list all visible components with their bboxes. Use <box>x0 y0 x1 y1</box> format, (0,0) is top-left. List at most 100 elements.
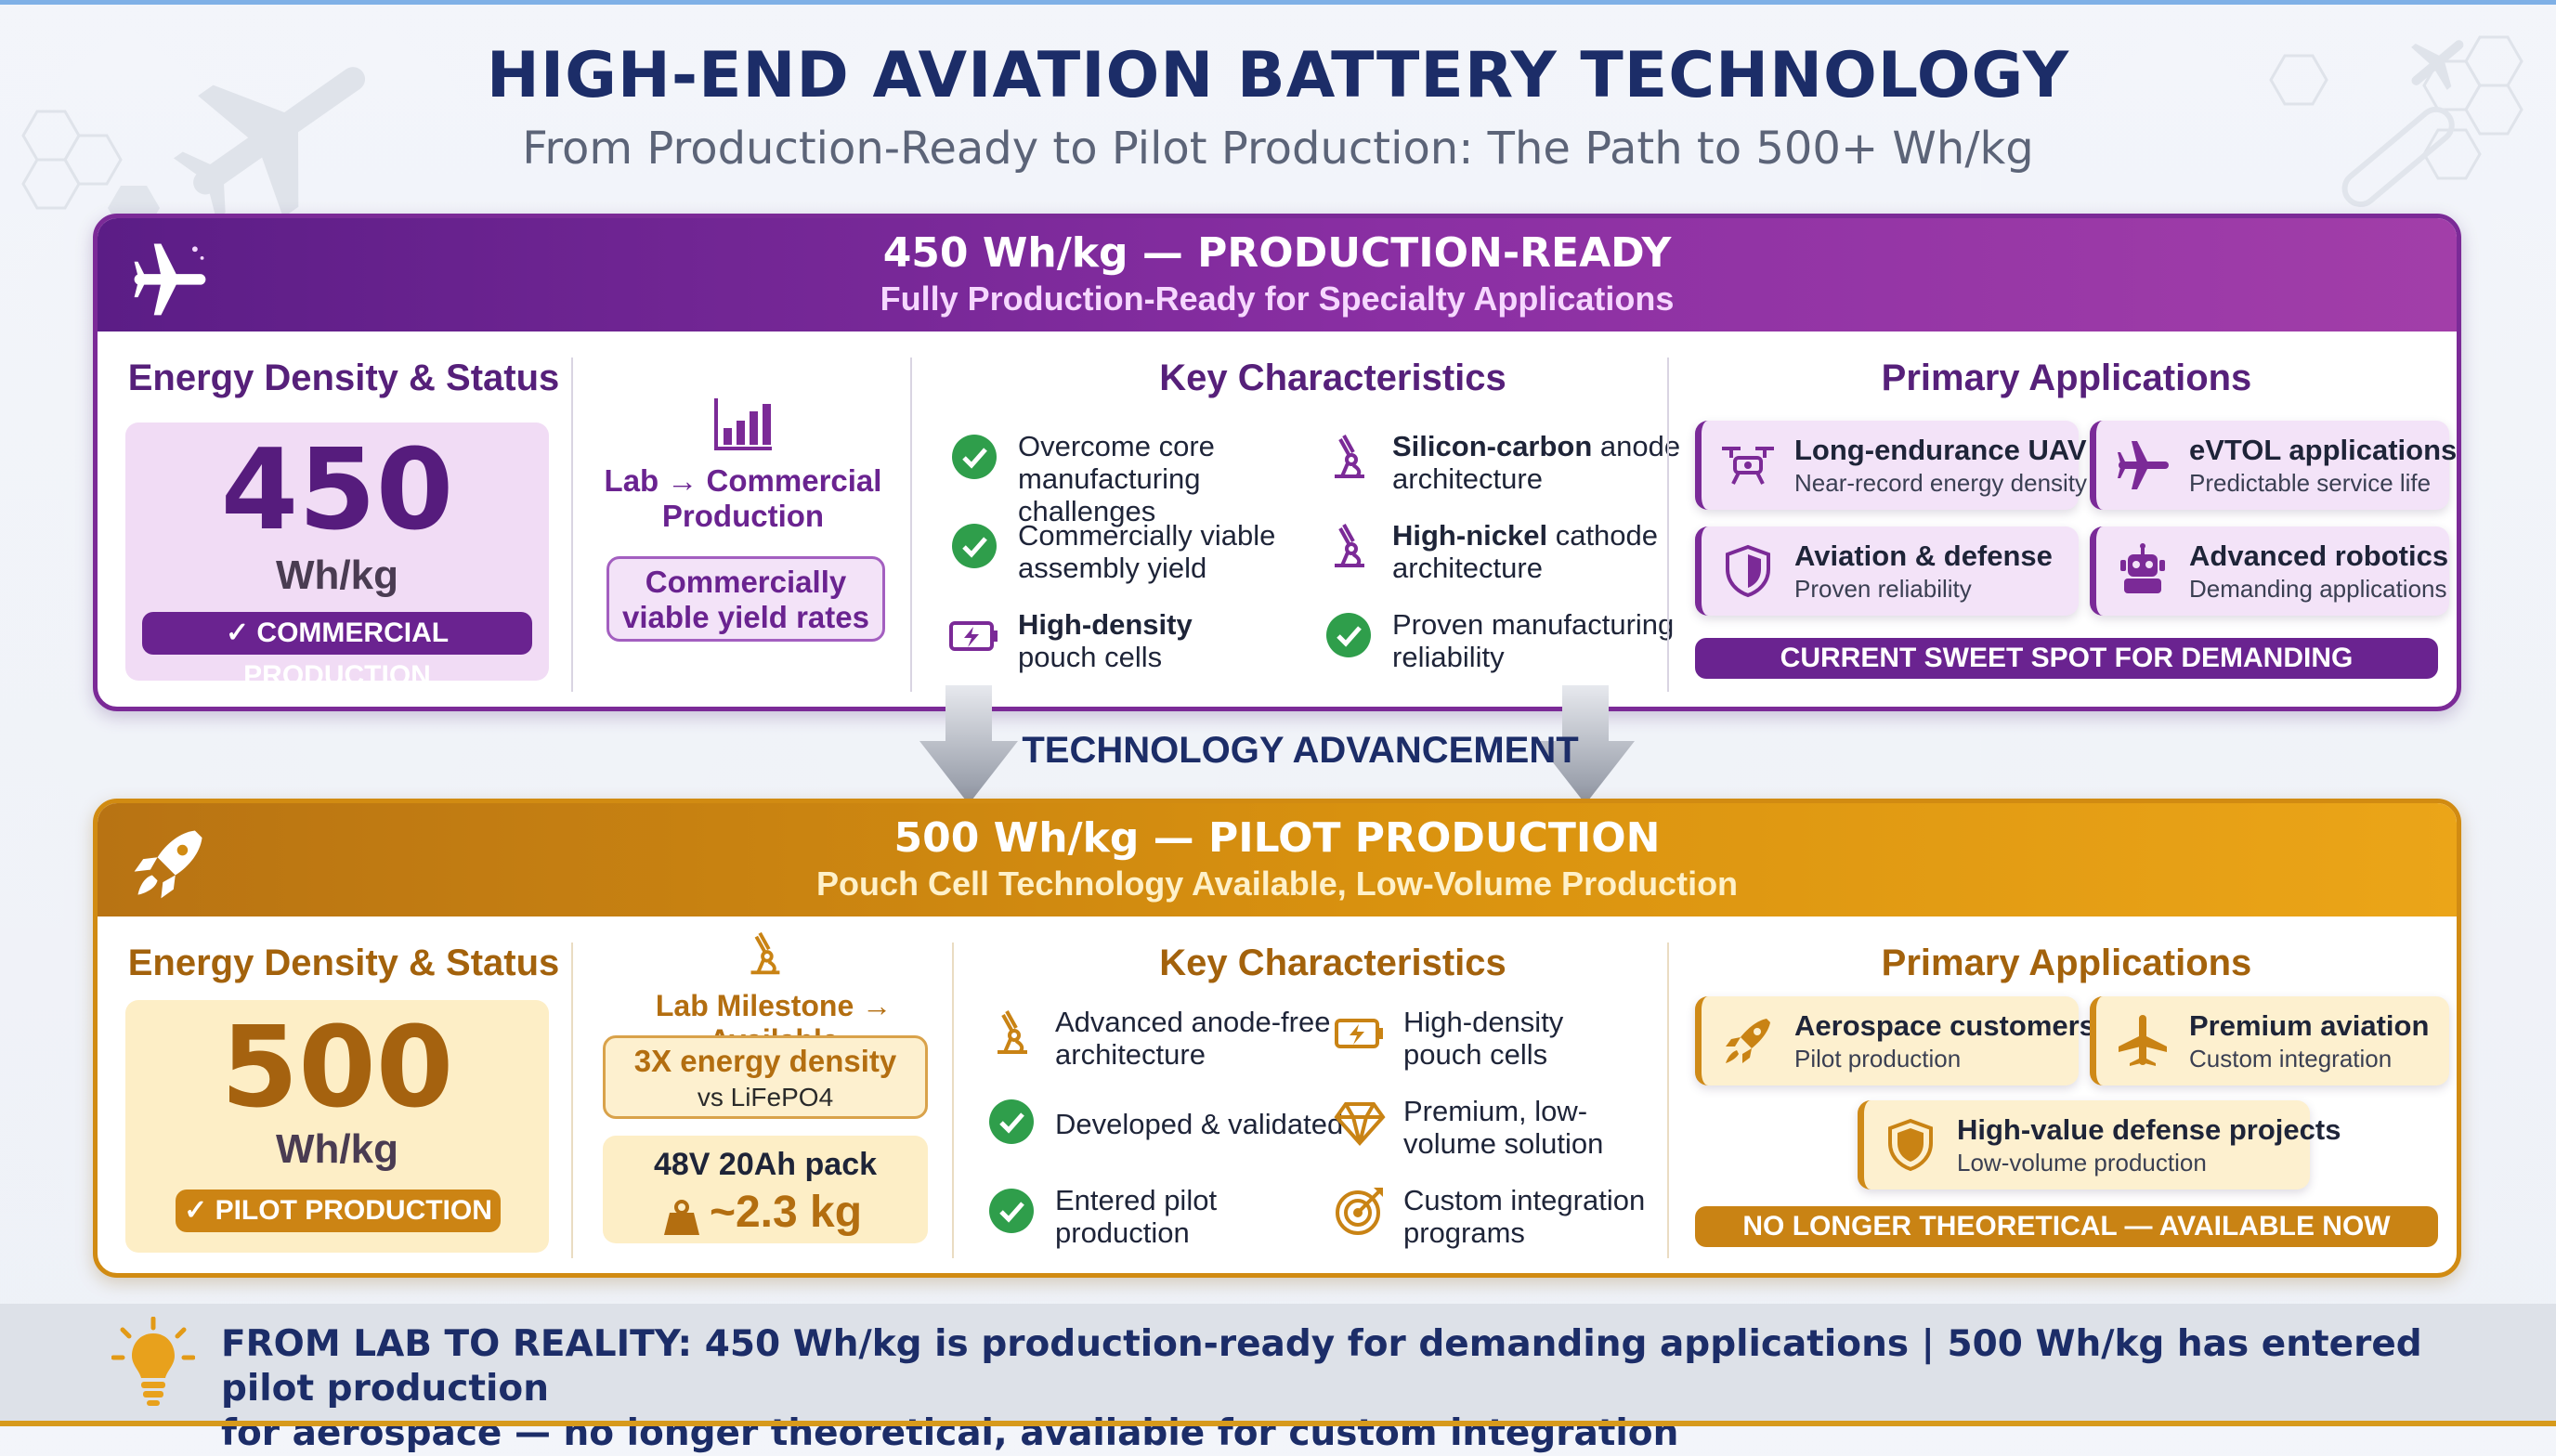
footer-accent-line <box>0 1421 2556 1426</box>
transition-line-2: Production <box>661 499 825 533</box>
tier-450-apps-title: Primary Applications <box>1881 358 2252 398</box>
characteristic-item: Silicon-carbon anode architecture <box>1322 430 1730 497</box>
characteristic-item: High-density pouch cells <box>1333 1006 1704 1072</box>
microscope-icon <box>1335 524 1364 567</box>
bar-chart-icon <box>714 398 772 450</box>
airplane-watermark-icon <box>173 67 366 219</box>
tier-500-density-box: 500 Wh/kg ✓ PILOT PRODUCTION <box>125 1000 549 1253</box>
tier-500-pack-badge: 48V 20Ah pack ~2.3 kg <box>603 1136 928 1243</box>
characteristic-text: manufacturing challenges <box>1018 462 1201 527</box>
diamond-icon <box>1334 1102 1386 1147</box>
characteristic-text: pouch cells <box>1403 1038 1548 1071</box>
footer-banner: FROM LAB TO REALITY: 450 Wh/kg is produc… <box>0 1304 2556 1454</box>
tier-500-density-badge: 3X energy density vs LiFePO4 <box>603 1035 928 1119</box>
app-card: High-value defense projects Low-volume p… <box>1858 1100 2341 1190</box>
yield-line-2: viable yield rates <box>622 600 869 634</box>
characteristic-item: High-nickel cathode architecture <box>1322 519 1730 586</box>
app-card: Aerospace customers Pilot production <box>1695 996 2095 1086</box>
tier-450-number: 450 <box>220 426 454 555</box>
robot-icon <box>2120 543 2165 593</box>
divider <box>1667 942 1669 1258</box>
characteristic-text: architecture <box>1392 552 1543 584</box>
down-arrow-right-icon <box>1536 685 1635 804</box>
tier-500-status-badge: ✓ PILOT PRODUCTION <box>176 1190 501 1232</box>
app-title: Premium aviation <box>2189 1009 2430 1042</box>
characteristic-text: Advanced anode-free <box>1055 1006 1331 1038</box>
down-arrow-left-icon <box>919 685 1018 804</box>
divider <box>571 358 573 692</box>
characteristic-text: architecture <box>1055 1038 1206 1071</box>
characteristic-item: Proven manufacturing reliability <box>1322 608 1730 675</box>
tier-500-panel: 500 Wh/kg — PILOT PRODUCTION Pouch Cell … <box>93 799 2461 1278</box>
app-subtitle: Pilot production <box>1794 1045 1962 1072</box>
tier-450-transition-label: Lab → Commercial Production <box>599 463 887 534</box>
tier-500-energy-title: Energy Density & Status <box>127 942 560 983</box>
characteristic-text: assembly yield <box>1018 552 1207 584</box>
characteristic-text: production <box>1055 1216 1190 1249</box>
rocket-icon <box>1726 1019 1770 1063</box>
characteristic-bold: High-nickel <box>1392 519 1548 552</box>
app-subtitle: Low-volume production <box>1957 1149 2207 1176</box>
characteristic-text: Overcome core <box>1018 430 1215 462</box>
app-title: High-value defense projects <box>1957 1113 2341 1146</box>
tier-450-characteristics-title: Key Characteristics <box>1159 358 1506 398</box>
weight-icon <box>664 1200 699 1235</box>
characteristic-item: Custom integration programs <box>1333 1184 1704 1251</box>
tier-450-header: 450 Wh/kg — PRODUCTION-READY Fully Produ… <box>98 218 2457 332</box>
characteristic-item: High-density pouch cells <box>947 608 1337 675</box>
characteristic-bold: High-density <box>1018 608 1193 641</box>
characteristic-text: Premium, low- <box>1403 1095 1588 1127</box>
app-card: eVTOL applications Predictable service l… <box>2090 421 2457 510</box>
tier-500-apps-title: Primary Applications <box>1881 942 2252 983</box>
top-accent-line <box>0 0 2556 5</box>
characteristic-text: programs <box>1403 1216 1525 1249</box>
characteristic-text: High-density <box>1403 1006 1564 1038</box>
microscope-icon <box>750 931 780 975</box>
characteristic-text: Developed & validated <box>1055 1108 1344 1140</box>
footer-summary: FROM LAB TO REALITY: 450 Wh/kg is produc… <box>221 1322 2469 1456</box>
pack-weight: ~2.3 kg <box>709 1188 863 1237</box>
tier-500-subtitle: Pouch Cell Technology Available, Low-Vol… <box>815 864 1739 903</box>
check-circle-icon <box>952 524 997 568</box>
transition-line-1: Lab → Commercial <box>604 463 882 498</box>
app-card: Aviation & defense Proven reliability <box>1695 526 2079 616</box>
airplane-icon <box>2118 441 2169 489</box>
characteristic-item: Developed & validated <box>985 1095 1356 1162</box>
characteristic-text: architecture <box>1392 462 1543 495</box>
characteristic-item: Advanced anode-free architecture <box>985 1006 1356 1072</box>
tier-450-status-badge: ✓ COMMERCIAL PRODUCTION <box>142 612 532 691</box>
battery-icon <box>1335 1019 1383 1048</box>
check-circle-icon <box>1326 613 1371 657</box>
tier-450-energy-title: Energy Density & Status <box>127 358 560 398</box>
tier-450-title: 450 Wh/kg — PRODUCTION-READY <box>882 229 1672 277</box>
tier-450-banner: CURRENT SWEET SPOT FOR DEMANDING APPLICA… <box>1695 638 2438 707</box>
characteristic-text: Proven manufacturing <box>1392 608 1675 641</box>
app-card: Premium aviation Custom integration <box>2090 996 2449 1086</box>
tier-500-number: 500 <box>220 1004 454 1133</box>
characteristic-text: reliability <box>1392 641 1505 673</box>
microscope-icon <box>1335 435 1364 478</box>
characteristic-text: Entered pilot <box>1055 1184 1218 1216</box>
tier-500-title: 500 Wh/kg — PILOT PRODUCTION <box>893 814 1661 862</box>
characteristic-text: Commercially viable <box>1018 519 1276 552</box>
shield-icon <box>1888 1118 1933 1172</box>
app-title: Aerospace customers <box>1794 1009 2095 1042</box>
lightbulb-icon <box>111 1317 195 1406</box>
pack-spec: 48V 20Ah pack <box>653 1147 878 1182</box>
characteristic-text: anode <box>1592 430 1681 462</box>
characteristic-text: pouch cells <box>1018 641 1163 673</box>
divider <box>571 942 573 1258</box>
divider <box>910 358 912 692</box>
airplane-icon <box>134 243 206 316</box>
characteristic-bold: Silicon-carbon <box>1392 430 1593 462</box>
characteristic-text: cathode <box>1547 519 1659 552</box>
density-reference: vs LiFePO4 <box>697 1083 834 1112</box>
characteristic-text: volume solution <box>1403 1127 1604 1160</box>
characteristic-text: Custom integration <box>1403 1184 1646 1216</box>
characteristic-item: Commercially viable assembly yield <box>947 519 1337 586</box>
target-icon <box>1336 1188 1383 1235</box>
yield-line-1: Commercially <box>645 565 847 599</box>
drone-icon <box>1722 447 1774 485</box>
check-circle-icon <box>989 1189 1034 1233</box>
tier-450-subtitle: Fully Production-Ready for Specialty App… <box>880 280 1675 318</box>
